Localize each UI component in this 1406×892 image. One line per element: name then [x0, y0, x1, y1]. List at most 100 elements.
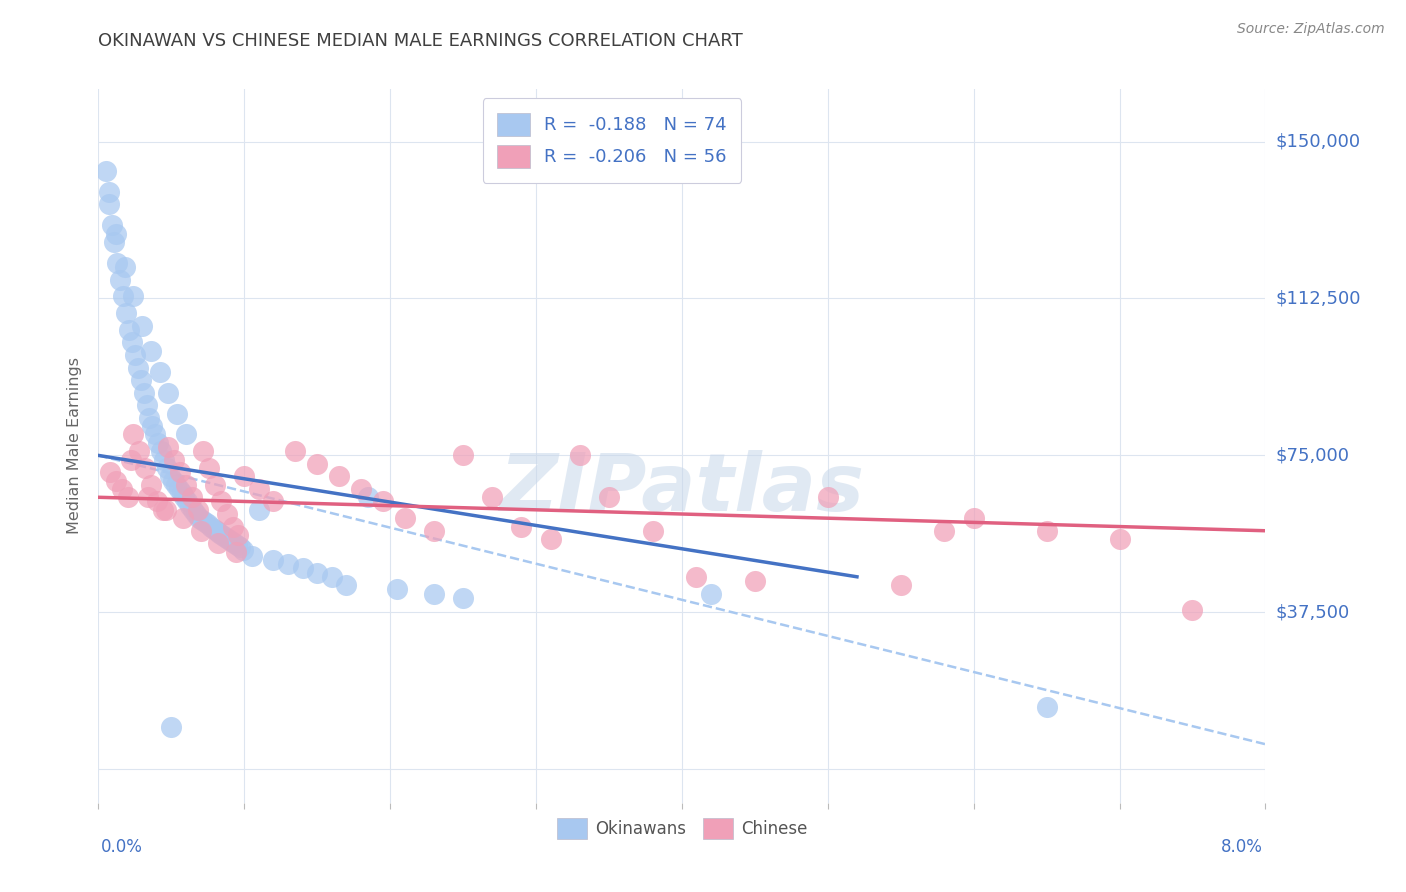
- Y-axis label: Median Male Earnings: Median Male Earnings: [67, 358, 83, 534]
- Point: [135, 398, 157, 412]
- Text: Source: ZipAtlas.com: Source: ZipAtlas.com: [1237, 22, 1385, 37]
- Point: [94, 163, 117, 178]
- Point: [198, 461, 221, 475]
- Point: [136, 490, 159, 504]
- Point: [104, 227, 127, 241]
- Point: [138, 410, 160, 425]
- Point: [191, 513, 214, 527]
- Point: [423, 586, 446, 600]
- Point: [291, 561, 314, 575]
- Point: [174, 477, 197, 491]
- Point: [117, 490, 139, 504]
- Text: 0.0%: 0.0%: [101, 838, 143, 855]
- Point: [173, 490, 195, 504]
- Point: [423, 524, 446, 538]
- Point: [510, 519, 533, 533]
- Point: [124, 348, 146, 362]
- Point: [112, 289, 135, 303]
- Point: [149, 365, 172, 379]
- Legend: Okinawans, Chinese: Okinawans, Chinese: [550, 811, 814, 846]
- Point: [139, 477, 162, 491]
- Point: [890, 578, 912, 592]
- Point: [202, 522, 225, 536]
- Point: [127, 360, 149, 375]
- Point: [200, 519, 222, 533]
- Point: [121, 335, 143, 350]
- Point: [146, 494, 169, 508]
- Point: [110, 272, 132, 286]
- Point: [97, 185, 120, 199]
- Point: [1181, 603, 1204, 617]
- Point: [247, 503, 270, 517]
- Point: [193, 444, 215, 458]
- Point: [153, 452, 176, 467]
- Text: $75,000: $75,000: [1275, 446, 1350, 465]
- Point: [215, 507, 238, 521]
- Point: [1035, 699, 1057, 714]
- Point: [962, 511, 984, 525]
- Point: [228, 528, 250, 542]
- Point: [129, 373, 152, 387]
- Point: [122, 427, 145, 442]
- Point: [187, 503, 209, 517]
- Point: [152, 503, 174, 517]
- Point: [122, 289, 145, 303]
- Point: [167, 482, 190, 496]
- Point: [114, 260, 136, 274]
- Point: [132, 385, 155, 400]
- Point: [208, 525, 231, 540]
- Point: [111, 482, 134, 496]
- Point: [186, 507, 208, 521]
- Point: [163, 452, 186, 467]
- Point: [371, 494, 394, 508]
- Point: [141, 419, 163, 434]
- Point: [190, 524, 212, 538]
- Point: [700, 586, 723, 600]
- Text: ZIPatlas: ZIPatlas: [499, 450, 865, 528]
- Point: [744, 574, 766, 588]
- Point: [97, 197, 120, 211]
- Point: [197, 517, 219, 532]
- Point: [204, 477, 226, 491]
- Point: [165, 477, 187, 491]
- Point: [222, 536, 245, 550]
- Point: [115, 306, 138, 320]
- Text: OKINAWAN VS CHINESE MEDIAN MALE EARNINGS CORRELATION CHART: OKINAWAN VS CHINESE MEDIAN MALE EARNINGS…: [98, 32, 744, 50]
- Point: [172, 511, 194, 525]
- Point: [194, 516, 217, 530]
- Point: [170, 486, 193, 500]
- Point: [105, 256, 128, 270]
- Text: $37,500: $37,500: [1275, 603, 1350, 622]
- Point: [262, 553, 284, 567]
- Point: [357, 490, 380, 504]
- Point: [98, 465, 121, 479]
- Point: [148, 435, 170, 450]
- Point: [217, 532, 239, 546]
- Point: [262, 494, 284, 508]
- Point: [155, 503, 177, 517]
- Point: [103, 235, 125, 249]
- Point: [321, 570, 343, 584]
- Point: [307, 457, 329, 471]
- Point: [641, 524, 664, 538]
- Text: $112,500: $112,500: [1275, 290, 1361, 308]
- Point: [335, 578, 357, 592]
- Point: [207, 536, 229, 550]
- Point: [232, 542, 254, 557]
- Point: [598, 490, 620, 504]
- Point: [211, 528, 233, 542]
- Point: [159, 469, 181, 483]
- Point: [205, 524, 228, 538]
- Point: [118, 323, 141, 337]
- Point: [160, 721, 183, 735]
- Point: [233, 469, 256, 483]
- Point: [100, 218, 122, 232]
- Point: [166, 407, 188, 421]
- Point: [284, 444, 307, 458]
- Point: [225, 544, 247, 558]
- Point: [157, 385, 180, 400]
- Point: [568, 449, 591, 463]
- Point: [451, 449, 474, 463]
- Point: [157, 440, 180, 454]
- Point: [1035, 524, 1057, 538]
